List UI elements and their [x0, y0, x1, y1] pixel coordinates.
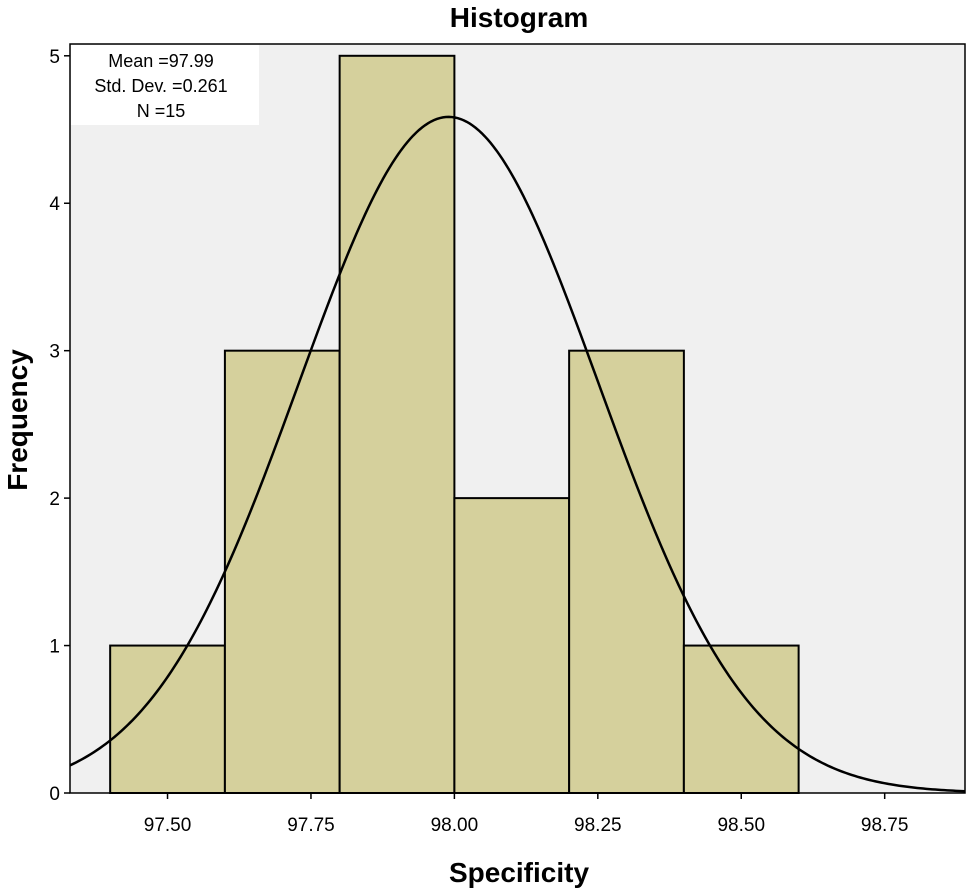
x-tick-label: 97.75 [287, 815, 335, 836]
stats-legend-background [71, 45, 259, 125]
normal-curve-group [69, 115, 966, 793]
y-tick-label: 5 [49, 47, 60, 68]
x-tick-label: 98.75 [861, 815, 909, 836]
y-tick-label: 3 [49, 342, 60, 363]
stats-mean: Mean =97.99 [108, 51, 214, 71]
y-axis-label: Frequency [2, 349, 33, 491]
stats-std-dev: Std. Dev. =0.261 [94, 76, 227, 96]
x-tick-label: 97.50 [144, 815, 192, 836]
x-tick-label: 98.00 [431, 815, 479, 836]
histogram-bar-4 [453, 497, 571, 794]
x-tick-label: 98.25 [574, 815, 622, 836]
histogram-bar-3 [338, 54, 456, 794]
histogram-bar-5 [568, 349, 685, 794]
chart-title: Histogram [450, 2, 588, 33]
histogram-bar-2 [223, 349, 341, 794]
stats-n: N =15 [137, 101, 186, 121]
x-tick-label: 98.50 [717, 815, 765, 836]
histogram-bar-6 [682, 644, 800, 795]
y-tick-label: 0 [49, 784, 60, 805]
x-axis-label: Specificity [449, 857, 589, 888]
y-tick-label: 4 [49, 194, 60, 215]
normal-curve [69, 115, 966, 793]
x-axis: 97.50 97.75 98.00 98.25 98.50 98.75 [144, 793, 909, 836]
histogram-bar-1 [109, 644, 226, 795]
bars-group [109, 54, 800, 795]
stats-legend: Mean =97.99 Std. Dev. =0.261 N =15 [71, 45, 259, 125]
y-tick-label: 1 [49, 637, 60, 658]
y-tick-label: 2 [49, 489, 60, 510]
y-axis: 0 1 2 3 4 5 [49, 47, 70, 805]
